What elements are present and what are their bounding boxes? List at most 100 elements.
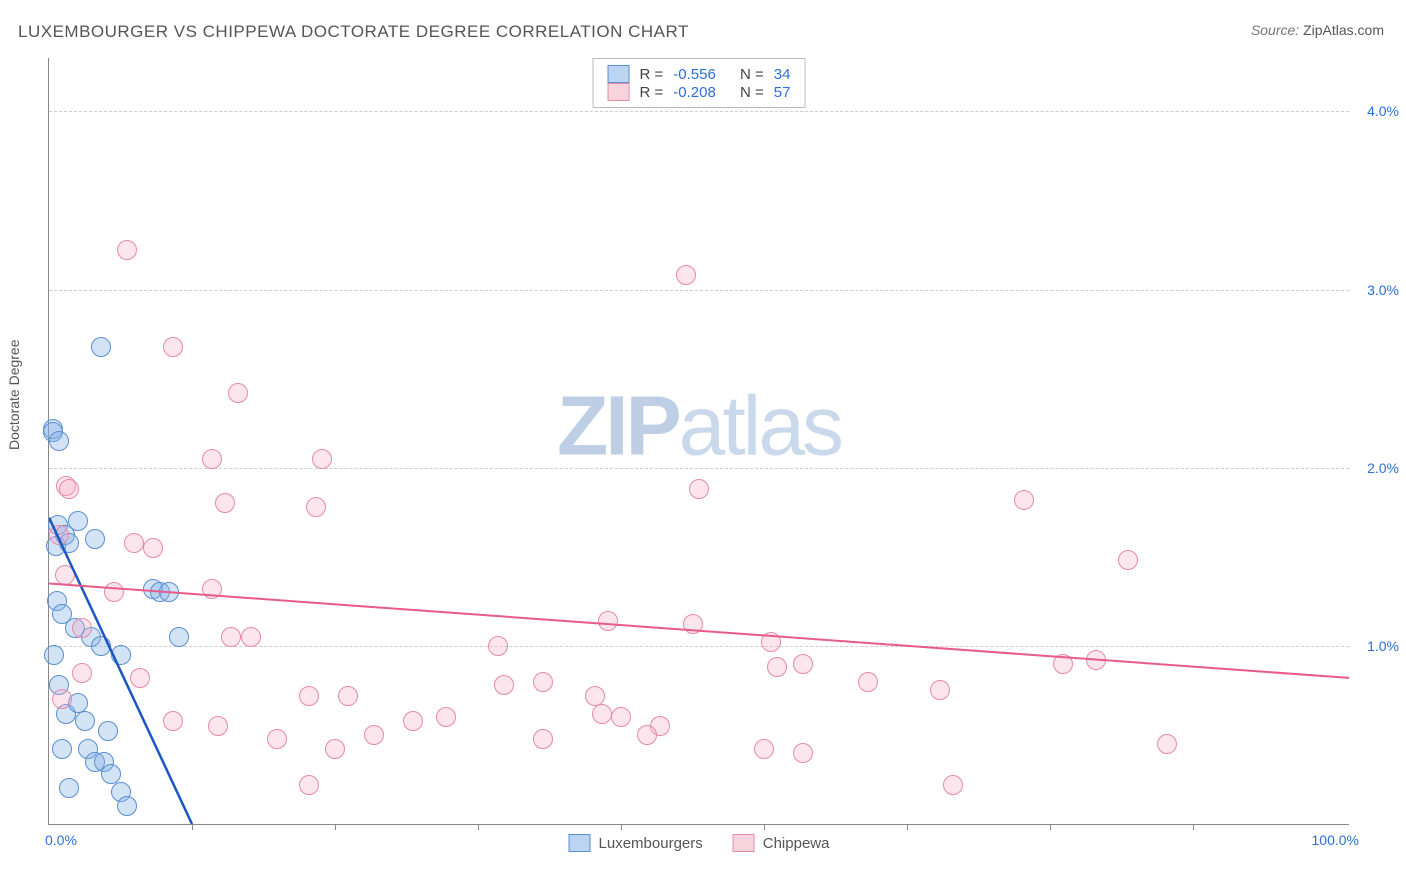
data-point bbox=[533, 672, 553, 692]
data-point bbox=[202, 449, 222, 469]
data-point bbox=[637, 725, 657, 745]
data-point bbox=[208, 716, 228, 736]
n-label: N = bbox=[740, 66, 764, 83]
x-axis-min: 0.0% bbox=[45, 832, 77, 848]
x-tick-mark bbox=[621, 824, 622, 830]
data-point bbox=[338, 686, 358, 706]
data-point bbox=[943, 775, 963, 795]
n-label: N = bbox=[740, 84, 764, 101]
watermark: ZIPatlas bbox=[557, 377, 841, 474]
x-tick-mark bbox=[1193, 824, 1194, 830]
data-point bbox=[1157, 734, 1177, 754]
legend-swatch-pink bbox=[733, 834, 755, 852]
chart-title: LUXEMBOURGER VS CHIPPEWA DOCTORATE DEGRE… bbox=[18, 22, 689, 42]
data-point bbox=[221, 627, 241, 647]
watermark-zip: ZIP bbox=[557, 378, 679, 472]
watermark-atlas: atlas bbox=[679, 378, 841, 472]
data-point bbox=[793, 743, 813, 763]
data-point bbox=[1053, 654, 1073, 674]
legend-item: Chippewa bbox=[733, 834, 830, 852]
data-point bbox=[325, 739, 345, 759]
gridline bbox=[49, 111, 1349, 112]
legend-swatch-pink bbox=[608, 83, 630, 101]
data-point bbox=[436, 707, 456, 727]
data-point bbox=[306, 497, 326, 517]
data-point bbox=[130, 668, 150, 688]
data-point bbox=[202, 579, 222, 599]
data-point bbox=[215, 493, 235, 513]
y-tick-label: 1.0% bbox=[1355, 638, 1399, 654]
y-tick-label: 2.0% bbox=[1355, 460, 1399, 476]
data-point bbox=[72, 663, 92, 683]
plot-area: ZIPatlas R = -0.556 N = 34 R = -0.208 N … bbox=[48, 58, 1349, 825]
r-label: R = bbox=[640, 66, 664, 83]
gridline bbox=[49, 290, 1349, 291]
data-point bbox=[676, 265, 696, 285]
data-point bbox=[858, 672, 878, 692]
data-point bbox=[228, 383, 248, 403]
gridline bbox=[49, 646, 1349, 647]
data-point bbox=[494, 675, 514, 695]
data-point bbox=[143, 538, 163, 558]
data-point bbox=[111, 645, 131, 665]
data-point bbox=[49, 525, 69, 545]
data-point bbox=[683, 614, 703, 634]
source-label: Source: bbox=[1251, 22, 1303, 38]
data-point bbox=[117, 796, 137, 816]
data-point bbox=[117, 240, 137, 260]
data-point bbox=[761, 632, 781, 652]
data-point bbox=[85, 529, 105, 549]
r-label: R = bbox=[640, 84, 664, 101]
data-point bbox=[1118, 550, 1138, 570]
data-point bbox=[52, 739, 72, 759]
data-point bbox=[59, 479, 79, 499]
legend-swatch-blue bbox=[569, 834, 591, 852]
data-point bbox=[299, 775, 319, 795]
data-point bbox=[52, 689, 72, 709]
r-value: -0.556 bbox=[673, 66, 716, 83]
data-point bbox=[754, 739, 774, 759]
data-point bbox=[104, 582, 124, 602]
data-point bbox=[59, 778, 79, 798]
data-point bbox=[124, 533, 144, 553]
data-point bbox=[299, 686, 319, 706]
data-point bbox=[1014, 490, 1034, 510]
data-point bbox=[689, 479, 709, 499]
x-tick-mark bbox=[192, 824, 193, 830]
n-value: 34 bbox=[774, 66, 791, 83]
data-point bbox=[49, 431, 69, 451]
data-point bbox=[91, 337, 111, 357]
data-point bbox=[44, 645, 64, 665]
data-point bbox=[241, 627, 261, 647]
data-point bbox=[75, 711, 95, 731]
legend-swatch-blue bbox=[608, 65, 630, 83]
data-point bbox=[55, 565, 75, 585]
data-point bbox=[793, 654, 813, 674]
data-point bbox=[403, 711, 423, 731]
legend-item: Luxembourgers bbox=[569, 834, 703, 852]
legend-label: Chippewa bbox=[763, 835, 830, 852]
legend-series: Luxembourgers Chippewa bbox=[569, 834, 830, 852]
data-point bbox=[767, 657, 787, 677]
data-point bbox=[488, 636, 508, 656]
data-point bbox=[68, 511, 88, 531]
data-point bbox=[592, 704, 612, 724]
data-point bbox=[72, 618, 92, 638]
source-value: ZipAtlas.com bbox=[1303, 22, 1384, 38]
y-tick-label: 4.0% bbox=[1355, 103, 1399, 119]
data-point bbox=[267, 729, 287, 749]
data-point bbox=[98, 721, 118, 741]
data-point bbox=[598, 611, 618, 631]
x-tick-mark bbox=[1050, 824, 1051, 830]
data-point bbox=[169, 627, 189, 647]
x-tick-mark bbox=[478, 824, 479, 830]
trend-lines-svg bbox=[49, 58, 1349, 824]
x-axis-max: 100.0% bbox=[1312, 832, 1359, 848]
data-point bbox=[163, 711, 183, 731]
data-point bbox=[91, 636, 111, 656]
r-value: -0.208 bbox=[673, 84, 716, 101]
source-attribution: Source: ZipAtlas.com bbox=[1251, 22, 1384, 38]
data-point bbox=[1086, 650, 1106, 670]
n-value: 57 bbox=[774, 84, 791, 101]
legend-stats-box: R = -0.556 N = 34 R = -0.208 N = 57 bbox=[593, 58, 806, 108]
